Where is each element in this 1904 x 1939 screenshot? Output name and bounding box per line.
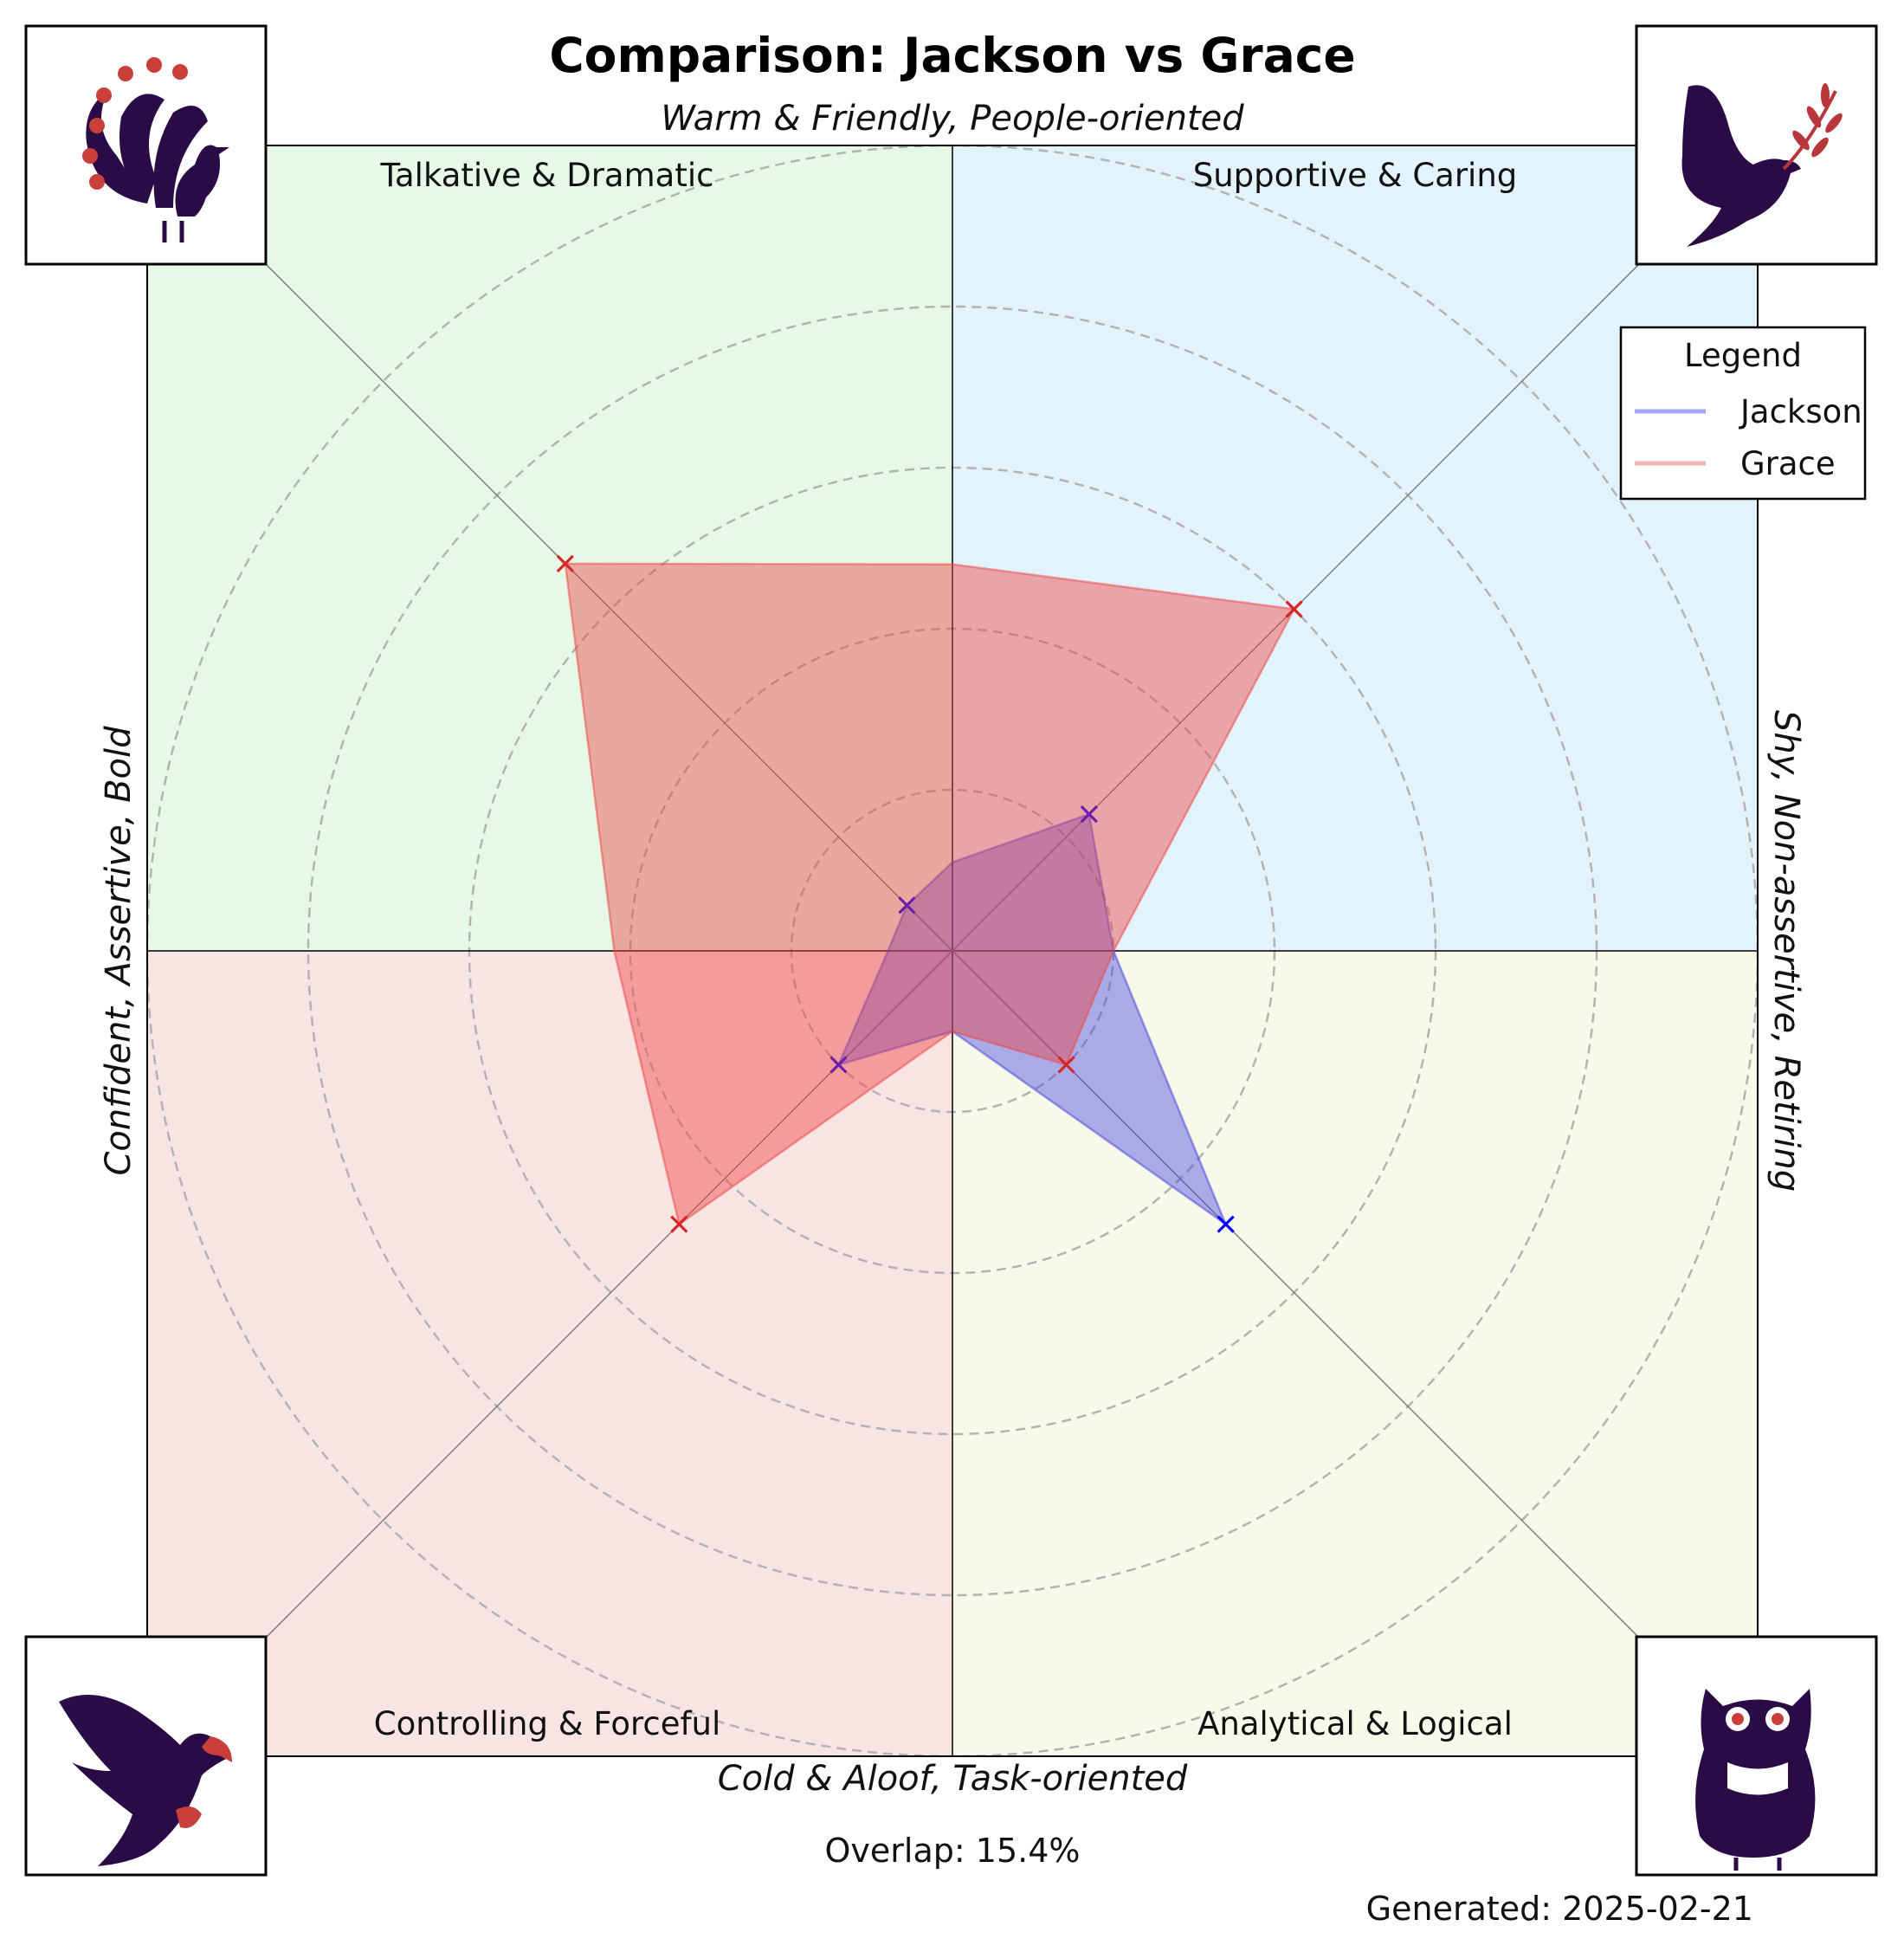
series-area-grace: [564, 562, 1296, 1226]
dove-icon: [1635, 24, 1878, 266]
marker-grace-talkative: [556, 554, 574, 572]
quadrant-label-talkative: Talkative & Dramatic: [380, 157, 714, 194]
axis-label-left: Confident, Assertive, Bold: [99, 726, 139, 1176]
eagle-icon: [24, 1635, 268, 1877]
legend: Legend Jackson Grace: [1619, 326, 1867, 501]
overlap-text: Overlap: 15.4%: [825, 1832, 1081, 1870]
quadrant-label-controlling: Controlling & Forceful: [374, 1705, 720, 1742]
chart-title: Comparison: Jackson vs Grace: [549, 28, 1355, 83]
marker-grace-supportive: [1285, 600, 1303, 618]
peacock-icon: [24, 24, 268, 266]
diagonal-tr-bl: [264, 262, 1641, 1639]
series-layer: [556, 554, 1303, 1233]
owl-icon: [1635, 1635, 1878, 1877]
marker-jackson-supportive: [1080, 805, 1098, 824]
quadrant-label-supportive: Supportive & Caring: [1193, 157, 1518, 194]
legend-label-jackson: Jackson: [1739, 393, 1862, 430]
legend-title: Legend: [1684, 337, 1802, 374]
axis-lines: [147, 145, 1758, 1756]
quadrant-label-analytical: Analytical & Logical: [1197, 1705, 1513, 1742]
axis-label-top: Warm & Friendly, People-oriented: [661, 99, 1244, 139]
marker-jackson-analytical: [1217, 1215, 1235, 1233]
axis-label-right: Shy, Non-assertive, Retiring: [1766, 710, 1806, 1192]
marker-grace-analytical: [1057, 1056, 1075, 1074]
axis-label-bottom: Cold & Aloof, Task-oriented: [718, 1759, 1188, 1799]
generated-date: Generated: 2025-02-21: [1366, 1890, 1753, 1928]
legend-label-grace: Grace: [1740, 445, 1836, 482]
marker-jackson-talkative: [898, 896, 916, 915]
plot-border: [146, 145, 1759, 1757]
marker-grace-controlling: [670, 1215, 688, 1233]
marker-jackson-controlling: [829, 1056, 848, 1074]
